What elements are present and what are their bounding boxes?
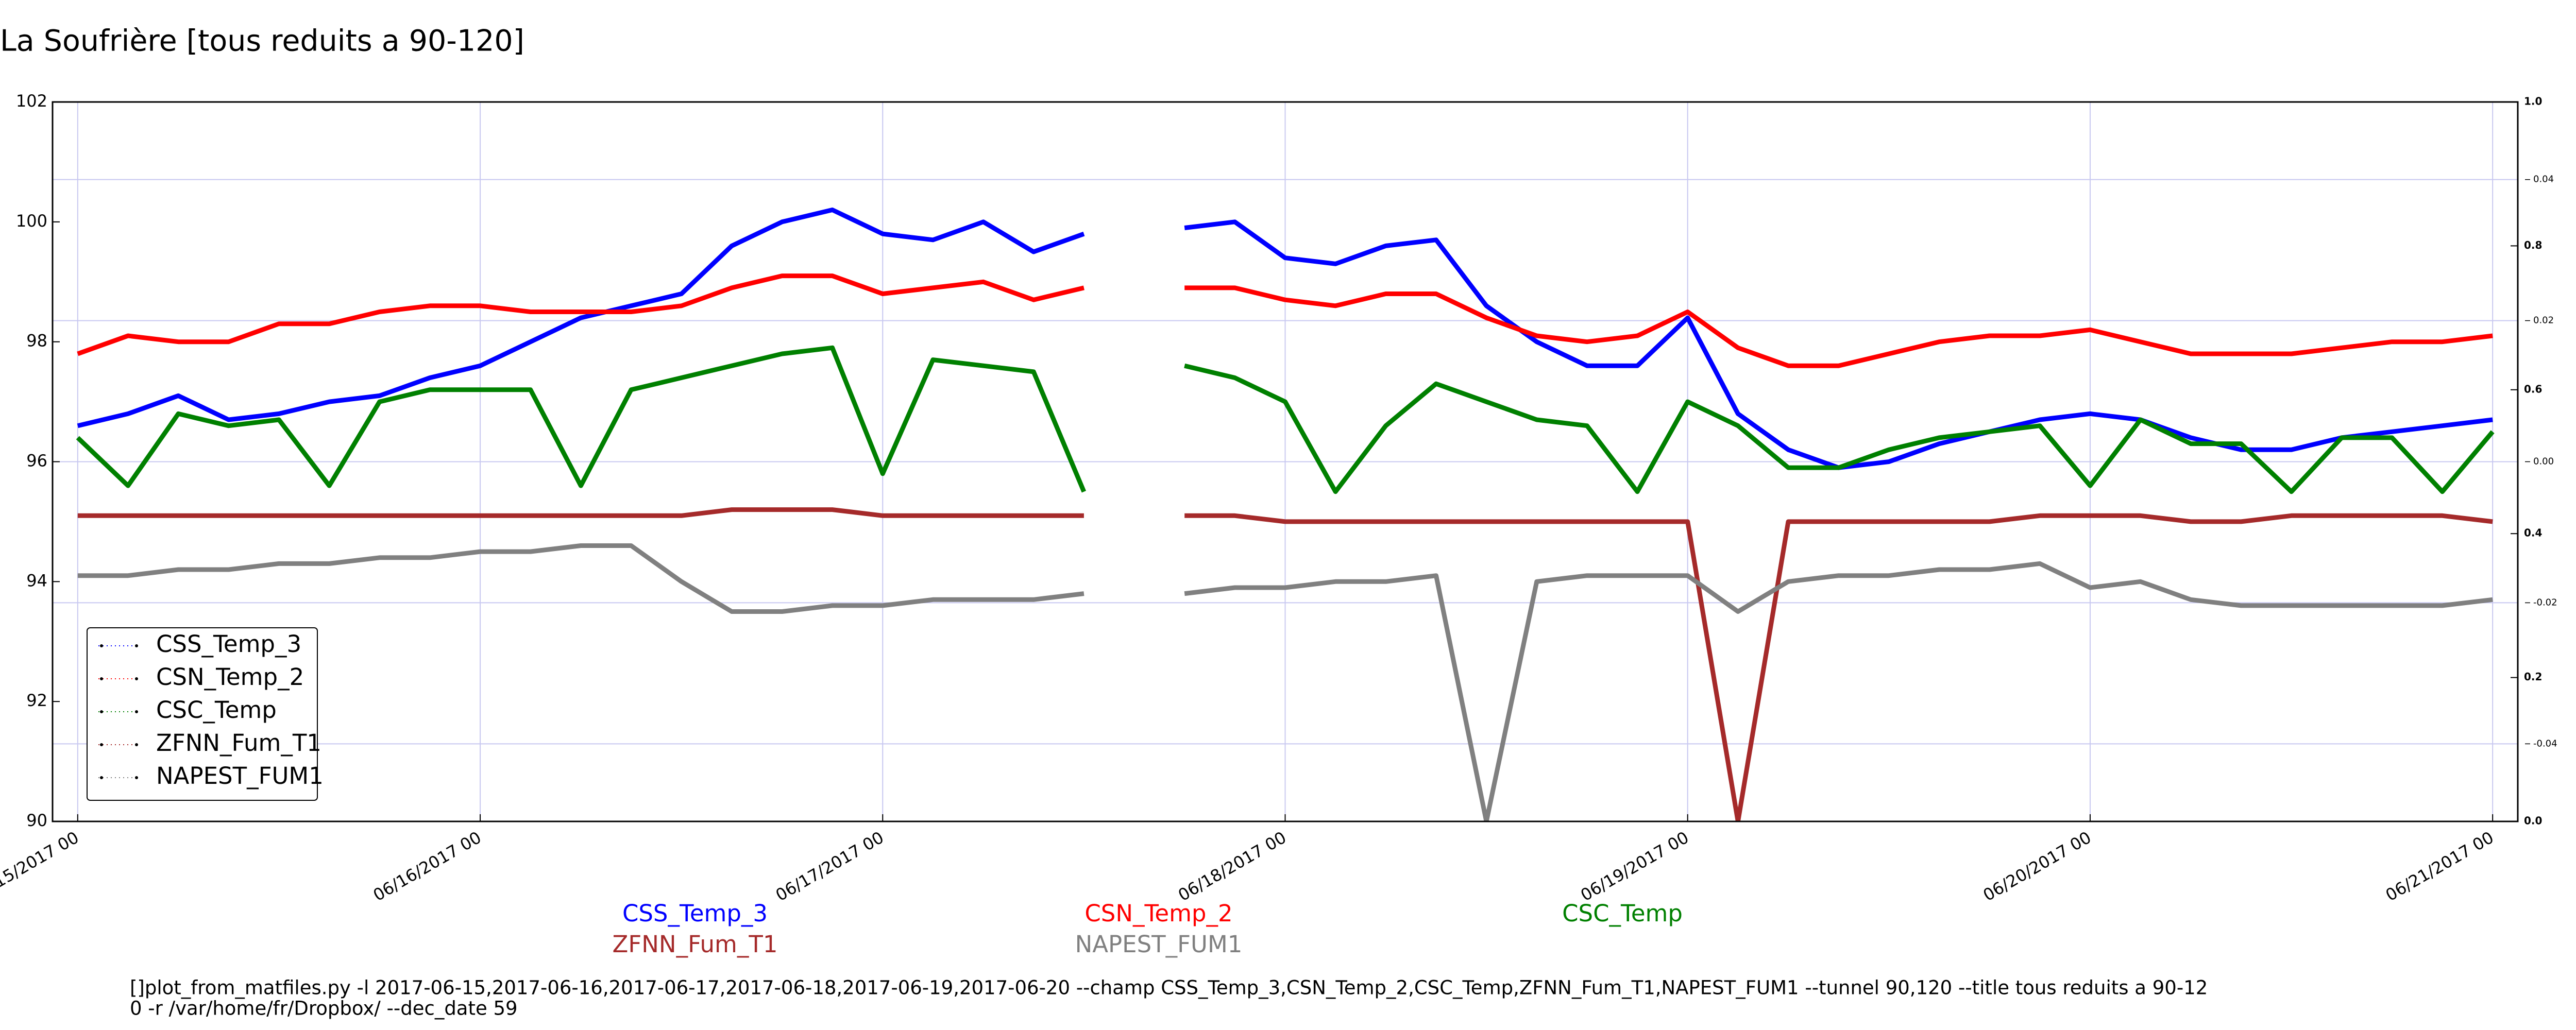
legend-label: NAPEST_FUM1 bbox=[156, 762, 324, 789]
series-line bbox=[76, 345, 2495, 494]
y3-tick-label: -0.04 bbox=[2533, 738, 2557, 749]
legend-label: ZFNN_Fum_T1 bbox=[156, 729, 321, 757]
y2-tick-label: 0.0 bbox=[2524, 815, 2542, 827]
y2-tick-label: 0.4 bbox=[2524, 527, 2542, 539]
legend-marker bbox=[100, 743, 103, 746]
legend-marker bbox=[135, 743, 138, 746]
legend-marker bbox=[135, 710, 138, 713]
y3-tick-label: 0.04 bbox=[2533, 174, 2554, 185]
series-line bbox=[77, 507, 2493, 821]
legend-marker bbox=[100, 644, 103, 647]
y-tick-label: 102 bbox=[16, 91, 47, 111]
y2-tick-label: 1.0 bbox=[2524, 95, 2542, 108]
legend-label: CSC_Temp bbox=[156, 696, 277, 724]
y2-tick-label: 0.2 bbox=[2524, 671, 2542, 683]
series-name: NAPEST_FUM1 bbox=[1075, 931, 1243, 958]
series-name: CSN_Temp_2 bbox=[1084, 900, 1232, 927]
legend-marker bbox=[100, 677, 103, 680]
y3-tick-label: -0.02 bbox=[2533, 597, 2557, 608]
legend-box bbox=[87, 627, 318, 801]
y-tick-label: 94 bbox=[26, 571, 47, 590]
y-tick-label: 98 bbox=[26, 331, 47, 351]
legend-label: CSN_Temp_2 bbox=[156, 663, 304, 691]
legend-label: CSS_Temp_3 bbox=[156, 630, 301, 658]
y-tick-label: 90 bbox=[26, 811, 47, 830]
legend-marker bbox=[135, 644, 138, 647]
chart-title: La Soufrière [tous reduits a 90-120] bbox=[0, 24, 524, 58]
series-name: CSS_Temp_3 bbox=[622, 900, 768, 927]
y-tick-label: 100 bbox=[16, 211, 47, 231]
legend-marker bbox=[135, 776, 138, 779]
y3-tick-label: 0.00 bbox=[2533, 456, 2554, 467]
footer-line: []plot_from_matfiles.py -l 2017-06-15,20… bbox=[130, 977, 2208, 999]
y-tick-label: 92 bbox=[26, 691, 47, 710]
series-line bbox=[77, 273, 2493, 368]
series-name: CSC_Temp bbox=[1562, 900, 1683, 927]
plot-frame bbox=[52, 101, 2519, 822]
y2-tick-label: 0.6 bbox=[2524, 383, 2542, 395]
series-line bbox=[77, 543, 2493, 821]
y-tick-label: 96 bbox=[26, 451, 47, 471]
legend-marker bbox=[100, 710, 103, 713]
y2-tick-label: 0.8 bbox=[2524, 239, 2542, 251]
y3-tick-label: 0.02 bbox=[2533, 315, 2554, 326]
footer-line: 0 -r /var/home/fr/Dropbox/ --dec_date 59 bbox=[130, 998, 518, 1020]
legend-marker bbox=[135, 677, 138, 680]
legend-marker bbox=[100, 776, 103, 779]
series-name: ZFNN_Fum_T1 bbox=[613, 931, 778, 958]
